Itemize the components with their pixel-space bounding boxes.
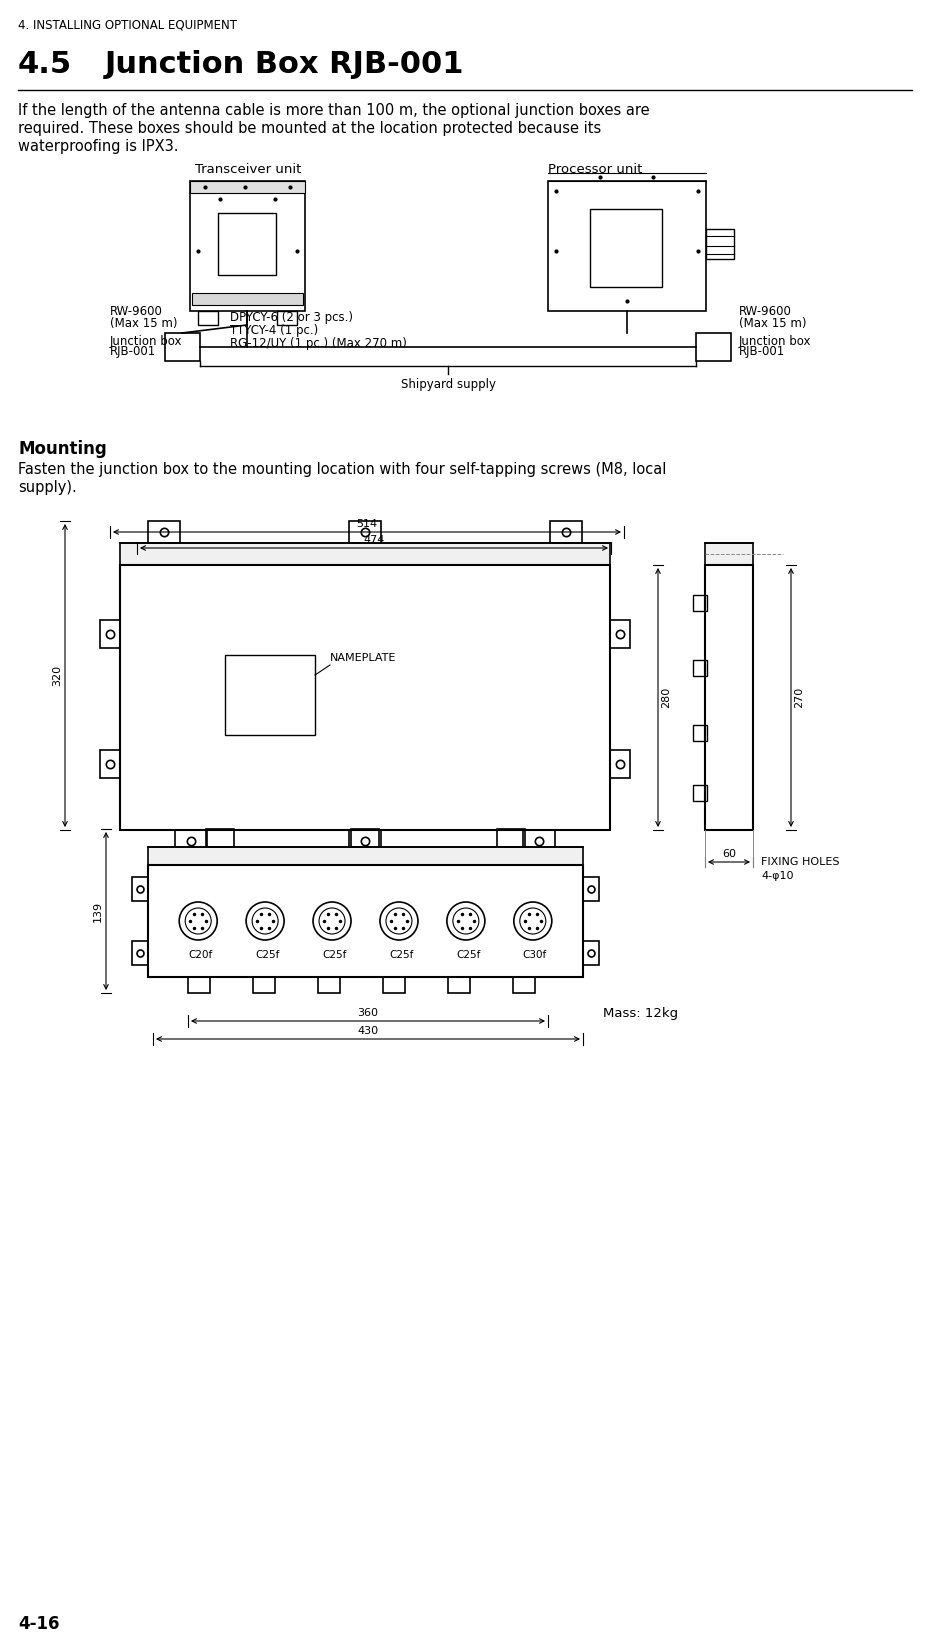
Text: If the length of the antenna cable is more than 100 m, the optional junction box: If the length of the antenna cable is mo… bbox=[18, 103, 650, 118]
Bar bbox=[190, 181, 305, 193]
Bar bbox=[610, 620, 630, 648]
Bar bbox=[188, 978, 210, 992]
Bar bbox=[610, 751, 630, 778]
Text: C20f: C20f bbox=[188, 950, 212, 960]
Bar bbox=[349, 521, 381, 543]
Bar bbox=[706, 228, 734, 259]
Text: 430: 430 bbox=[357, 1027, 379, 1036]
Text: supply).: supply). bbox=[18, 480, 77, 494]
Text: (Max 15 m): (Max 15 m) bbox=[110, 317, 178, 330]
Bar bbox=[132, 876, 148, 901]
Text: FIXING HOLES: FIXING HOLES bbox=[761, 857, 840, 867]
Text: 4-φ10: 4-φ10 bbox=[761, 871, 793, 881]
Bar bbox=[448, 978, 470, 992]
Bar bbox=[349, 831, 381, 852]
Text: RJB-001: RJB-001 bbox=[739, 344, 785, 357]
Bar bbox=[148, 847, 583, 865]
Text: 270: 270 bbox=[794, 687, 804, 708]
Bar bbox=[583, 942, 599, 965]
Bar bbox=[693, 596, 707, 610]
Bar bbox=[100, 751, 120, 778]
Bar bbox=[696, 333, 731, 361]
Text: 474: 474 bbox=[364, 535, 385, 545]
Bar bbox=[218, 214, 276, 276]
Bar bbox=[132, 942, 148, 965]
Text: RJB-001: RJB-001 bbox=[110, 344, 156, 357]
Bar bbox=[583, 876, 599, 901]
Text: C30f: C30f bbox=[523, 950, 547, 960]
Text: RW-9600: RW-9600 bbox=[110, 305, 163, 318]
Text: TTYCY-4 (1 pc.): TTYCY-4 (1 pc.) bbox=[230, 325, 318, 336]
Bar bbox=[513, 978, 535, 992]
Text: C25f: C25f bbox=[389, 950, 413, 960]
Text: RG-12/UY (1 pc.) (Max 270 m): RG-12/UY (1 pc.) (Max 270 m) bbox=[230, 336, 407, 349]
Text: required. These boxes should be mounted at the location protected because its: required. These boxes should be mounted … bbox=[18, 121, 602, 135]
Bar bbox=[693, 659, 707, 676]
Bar bbox=[523, 831, 555, 852]
Text: Junction box: Junction box bbox=[739, 335, 812, 348]
Bar bbox=[277, 312, 297, 325]
Text: (Max 15 m): (Max 15 m) bbox=[739, 317, 806, 330]
Text: 60: 60 bbox=[722, 849, 736, 858]
Text: 4. INSTALLING OPTIONAL EQUIPMENT: 4. INSTALLING OPTIONAL EQUIPMENT bbox=[18, 18, 237, 31]
Bar bbox=[497, 829, 525, 847]
Text: Fasten the junction box to the mounting location with four self-tapping screws (: Fasten the junction box to the mounting … bbox=[18, 462, 667, 477]
Text: Junction box: Junction box bbox=[110, 335, 182, 348]
Text: C25f: C25f bbox=[255, 950, 280, 960]
Bar bbox=[206, 829, 234, 847]
Bar bbox=[590, 209, 662, 287]
Bar bbox=[550, 521, 582, 543]
Bar bbox=[318, 978, 340, 992]
Bar bbox=[120, 543, 610, 565]
Text: 139: 139 bbox=[93, 901, 103, 922]
Text: C25f: C25f bbox=[456, 950, 480, 960]
Text: Junction Box RJB-001: Junction Box RJB-001 bbox=[105, 51, 464, 78]
Bar bbox=[100, 620, 120, 648]
Text: Mass: 12kg: Mass: 12kg bbox=[603, 1007, 678, 1020]
Text: Transceiver unit: Transceiver unit bbox=[195, 163, 301, 176]
Text: 320: 320 bbox=[52, 664, 62, 685]
Text: DPYCY-6 (2 or 3 pcs.): DPYCY-6 (2 or 3 pcs.) bbox=[230, 312, 353, 325]
Bar bbox=[225, 654, 315, 734]
Bar bbox=[120, 565, 610, 831]
Bar bbox=[175, 831, 207, 852]
Bar bbox=[148, 521, 180, 543]
Text: waterproofing is IPX3.: waterproofing is IPX3. bbox=[18, 139, 179, 153]
Text: Processor unit: Processor unit bbox=[548, 163, 643, 176]
Bar bbox=[383, 978, 405, 992]
Bar bbox=[548, 181, 706, 312]
Bar bbox=[192, 294, 303, 305]
Text: Shipyard supply: Shipyard supply bbox=[401, 379, 496, 392]
Bar bbox=[351, 829, 379, 847]
Text: 360: 360 bbox=[357, 1009, 379, 1018]
Bar bbox=[693, 725, 707, 741]
Bar bbox=[198, 312, 218, 325]
Bar bbox=[253, 978, 275, 992]
Bar bbox=[705, 565, 753, 831]
Text: NAMEPLATE: NAMEPLATE bbox=[330, 653, 396, 663]
Bar bbox=[705, 543, 753, 565]
Text: RW-9600: RW-9600 bbox=[739, 305, 791, 318]
Text: 514: 514 bbox=[356, 519, 378, 529]
Text: 4.5: 4.5 bbox=[18, 51, 73, 78]
Bar bbox=[190, 181, 305, 312]
Bar bbox=[148, 865, 583, 978]
Text: Mounting: Mounting bbox=[18, 441, 107, 459]
Text: 280: 280 bbox=[661, 687, 671, 708]
Bar bbox=[693, 785, 707, 801]
Text: 4-16: 4-16 bbox=[18, 1616, 60, 1632]
Bar bbox=[165, 333, 200, 361]
Text: C25f: C25f bbox=[322, 950, 346, 960]
